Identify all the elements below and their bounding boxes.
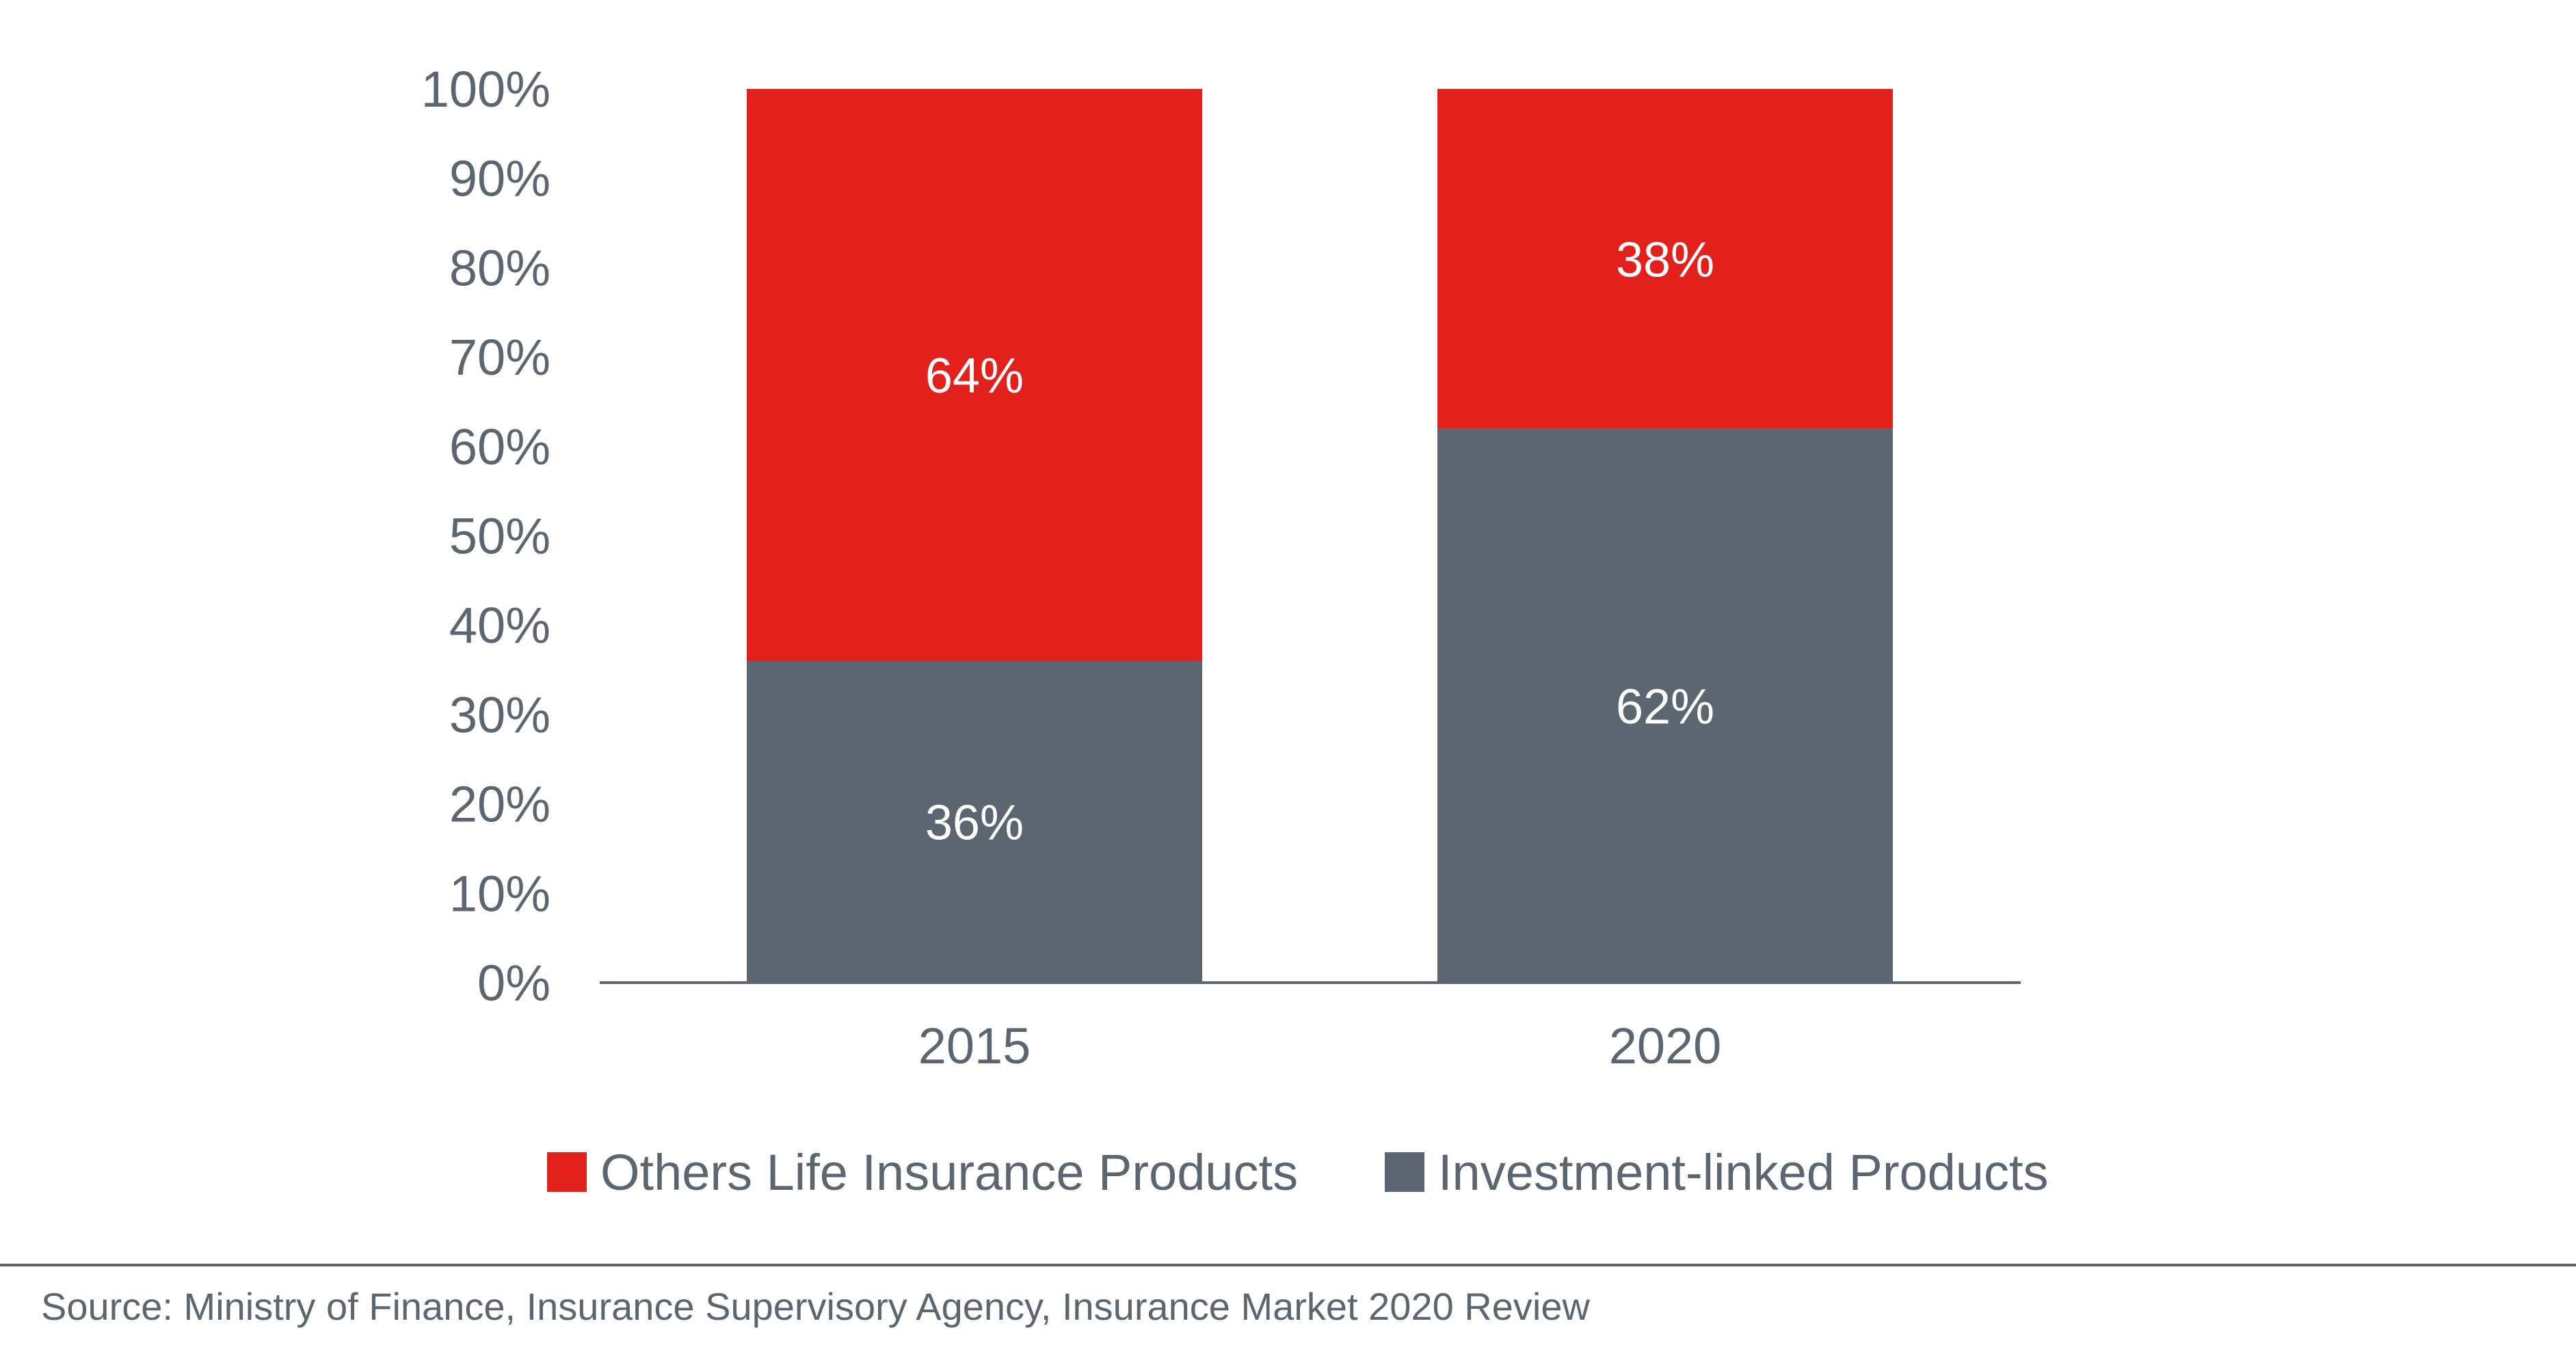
- x-category-label: 2020: [1609, 1018, 1722, 1074]
- bars: 36% 64% 62% 38%: [747, 89, 1893, 983]
- y-tick-label: 20%: [449, 776, 550, 833]
- bar-value-label: 62%: [1616, 680, 1714, 734]
- bar-segment: [747, 661, 1202, 983]
- y-tick-label: 0%: [477, 955, 550, 1011]
- y-tick-label: 60%: [449, 418, 550, 475]
- bar-segment: [1437, 89, 1893, 429]
- legend: Others Life Insurance Products Investment…: [547, 1144, 2049, 1201]
- legend-swatch: [1385, 1152, 1424, 1192]
- x-category-label: 2015: [918, 1018, 1031, 1074]
- legend-swatch: [547, 1152, 587, 1192]
- y-tick-label: 90%: [449, 150, 550, 207]
- y-tick-label: 10%: [449, 865, 550, 922]
- bar-value-label: 36%: [925, 796, 1024, 851]
- bar-segment: [747, 89, 1202, 661]
- y-tick-label: 80%: [449, 239, 550, 296]
- y-tick-label: 100%: [421, 61, 550, 118]
- x-axis-categories: 2015 2020: [918, 1018, 1722, 1074]
- y-axis-ticks: 0% 10% 20% 30% 40% 50% 60% 70% 80% 90% 100%: [421, 61, 550, 1011]
- y-tick-label: 30%: [449, 687, 550, 743]
- y-tick-label: 40%: [449, 597, 550, 654]
- y-tick-label: 70%: [449, 329, 550, 386]
- bar-value-label: 64%: [925, 349, 1024, 403]
- bar-value-label: 38%: [1616, 232, 1714, 287]
- bar-segment: [1437, 428, 1893, 983]
- legend-label: Others Life Insurance Products: [600, 1144, 1298, 1201]
- y-tick-label: 50%: [449, 508, 550, 565]
- source-note: Source: Ministry of Finance, Insurance S…: [41, 1285, 1590, 1328]
- legend-label: Investment-linked Products: [1438, 1144, 2049, 1201]
